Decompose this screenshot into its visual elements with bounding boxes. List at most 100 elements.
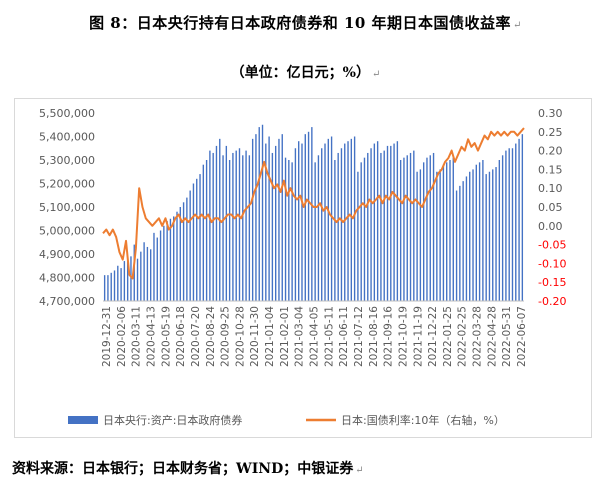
bar: [265, 143, 267, 301]
bar: [212, 152, 214, 301]
bar: [521, 134, 524, 301]
left-axis-tick-label: 5,000,000: [39, 225, 95, 238]
x-axis-tick-label: 2020-10-28: [234, 306, 246, 367]
bar: [383, 150, 385, 301]
bar: [242, 155, 244, 301]
left-axis-tick-label: 4,700,000: [39, 295, 95, 308]
bar: [110, 272, 112, 301]
bar: [255, 134, 257, 301]
bar: [225, 145, 228, 301]
bar: [344, 143, 346, 301]
bar: [126, 256, 129, 301]
bar: [360, 162, 362, 301]
bar: [146, 246, 149, 301]
x-axis-tick-label: 2021-07-12: [353, 306, 365, 367]
bar: [235, 150, 237, 301]
bar: [311, 127, 313, 301]
x-axis-tick-label: 2021-01-04: [264, 306, 276, 367]
legend-bar-swatch: [68, 416, 98, 424]
x-axis-tick-label: 2020-09-25: [220, 306, 232, 367]
bar: [317, 155, 320, 301]
source-note: 资料来源：日本银行；日本财务省；WIND；中银证券 ↵: [12, 461, 364, 477]
bar: [120, 268, 122, 301]
right-axis-tick-label: 0.25: [538, 126, 563, 139]
bar: [301, 143, 303, 301]
x-axis-tick-label: 2021-05-11: [323, 306, 335, 367]
bar: [136, 258, 139, 301]
bar: [442, 164, 445, 301]
bar: [245, 150, 247, 301]
legend-bar-label: 日本央行:资产:日本政府债券: [103, 413, 242, 427]
figure-subtitle: （单位：亿日元；%） ↵: [230, 65, 381, 81]
bar: [436, 171, 438, 301]
bar: [278, 138, 280, 301]
x-axis-tick-label: 2020-07-20: [190, 306, 202, 367]
right-axis-tick-label: 0.20: [538, 145, 563, 158]
left-axis-tick-label: 5,100,000: [39, 201, 95, 214]
bar: [268, 136, 270, 301]
bar: [232, 152, 234, 301]
bar: [156, 237, 158, 301]
right-axis-tick-label: 0.15: [538, 163, 563, 176]
bar: [159, 230, 162, 301]
bar: [367, 152, 369, 301]
bar: [422, 162, 425, 301]
bar: [179, 207, 181, 301]
bar: [426, 157, 428, 301]
bar: [334, 160, 336, 301]
bar: [103, 275, 106, 301]
bar: [166, 221, 168, 301]
x-axis-tick-label: 2019-12-31: [101, 306, 113, 367]
right-axis-tick-label: 0.05: [538, 201, 563, 214]
bar: [130, 256, 132, 301]
x-axis-tick-label: 2020-02-06: [116, 306, 128, 367]
bar: [298, 141, 300, 301]
bar: [432, 152, 435, 301]
x-axis-tick-label: 2021-02-01: [279, 306, 291, 367]
bar: [485, 174, 487, 301]
x-axis-tick-label: 2021-04-05: [309, 306, 321, 367]
bar: [189, 190, 191, 301]
bar: [291, 162, 293, 301]
bar: [478, 162, 481, 301]
bar: [196, 178, 198, 301]
x-axis-tick-label: 2022-01-25: [442, 306, 454, 367]
bar: [150, 249, 152, 301]
left-axis-tick-label: 4,900,000: [39, 248, 95, 261]
bar: [446, 162, 448, 301]
bar: [173, 216, 175, 301]
bar: [363, 157, 366, 301]
bar: [406, 155, 408, 301]
bar: [324, 143, 326, 301]
bar: [488, 171, 491, 301]
bar: [117, 265, 119, 301]
right-axis-tick-label: -0.05: [538, 239, 566, 252]
x-axis-tick-label: 2022-03-28: [472, 306, 484, 367]
bar: [495, 167, 497, 301]
x-axis-tick-label: 2020-05-19: [160, 306, 172, 367]
bar: [192, 183, 195, 301]
return-mark: ↵: [371, 69, 381, 80]
bar: [462, 181, 464, 301]
x-axis-tick-label: 2020-03-11: [131, 306, 143, 367]
bar: [498, 160, 501, 301]
bar: [393, 143, 395, 301]
x-axis-tick-label: 2021-06-11: [338, 306, 350, 367]
left-axis-tick-label: 4,800,000: [39, 272, 95, 285]
bar: [376, 141, 379, 301]
bar: [140, 251, 142, 301]
x-axis-tick-label: 2020-06-18: [175, 306, 187, 367]
left-axis-tick-label: 5,500,000: [39, 107, 95, 120]
bar: [251, 138, 254, 301]
bar: [370, 148, 372, 301]
bar: [337, 152, 339, 301]
bar: [515, 143, 517, 301]
bar: [238, 148, 241, 301]
x-axis-tick-label: 2020-08-24: [205, 306, 217, 367]
bar: [340, 148, 343, 301]
bar: [304, 134, 306, 301]
bar: [186, 197, 188, 301]
x-axis-tick-label: 2022-05-31: [501, 306, 513, 367]
x-axis-tick-label: 2022-02-25: [457, 306, 469, 367]
